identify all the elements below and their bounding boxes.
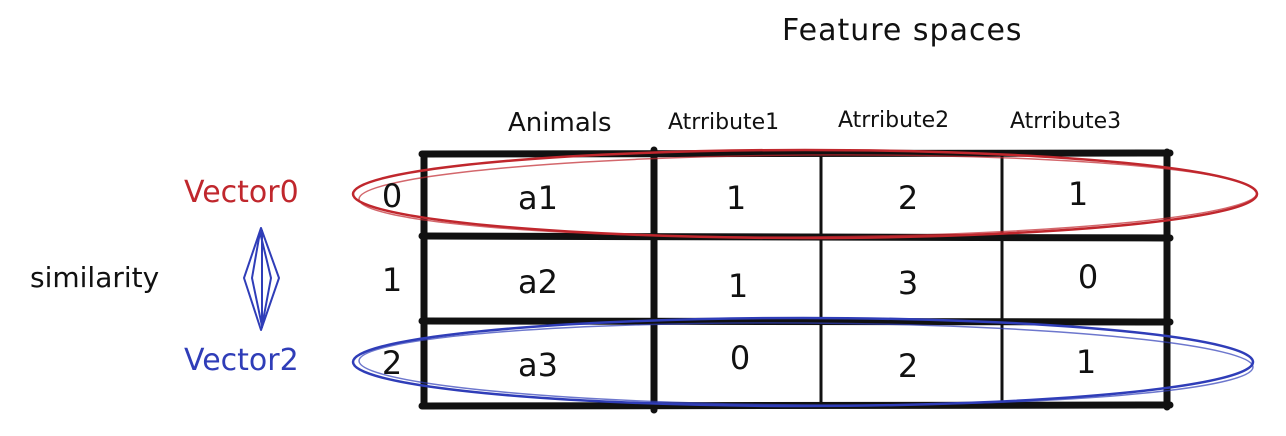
table-cell: a2 bbox=[518, 263, 558, 301]
table-cell: 3 bbox=[897, 264, 919, 302]
table-cell: 0 bbox=[1077, 258, 1099, 296]
row-index-2: 2 bbox=[381, 344, 403, 382]
vector2-label: Vector2 bbox=[184, 343, 299, 378]
column-header-attribute3: Atrribute3 bbox=[1010, 109, 1122, 134]
column-header-attribute1: Atrribute1 bbox=[668, 110, 780, 135]
vector0-highlight-ellipse bbox=[351, 148, 1259, 240]
vector0-highlight-ellipse-trace bbox=[358, 154, 1258, 238]
row-index-1: 1 bbox=[381, 261, 403, 299]
column-header-attribute2: Atrribute2 bbox=[838, 108, 950, 133]
table-cell: 2 bbox=[897, 179, 919, 217]
vector2-highlight-ellipse bbox=[351, 316, 1255, 408]
table-cell: 2 bbox=[897, 347, 919, 385]
table-cell: a1 bbox=[518, 179, 558, 217]
vector2-highlight-ellipse-trace bbox=[358, 322, 1254, 406]
diagram-title: Feature spaces bbox=[782, 13, 1023, 48]
table-top-border bbox=[418, 149, 1174, 158]
column-header-animals: Animals bbox=[508, 108, 612, 138]
table-cell: 1 bbox=[1067, 175, 1089, 213]
vector0-label: Vector0 bbox=[184, 175, 299, 210]
table-cell: 1 bbox=[1075, 343, 1097, 381]
table-cell: 1 bbox=[727, 267, 749, 305]
similarity-label: similarity bbox=[30, 261, 160, 294]
row-index-0: 0 bbox=[381, 177, 403, 215]
similarity-arrow bbox=[243, 227, 280, 331]
table-grid bbox=[418, 146, 1174, 414]
table-cell: 0 bbox=[729, 339, 751, 377]
table-cell: 1 bbox=[725, 179, 747, 217]
table-cell: a3 bbox=[518, 346, 558, 384]
row-divider-2 bbox=[418, 317, 1174, 326]
